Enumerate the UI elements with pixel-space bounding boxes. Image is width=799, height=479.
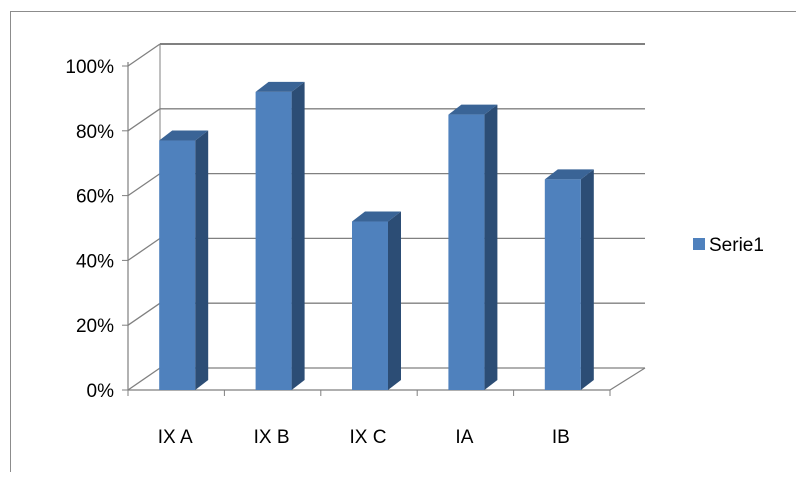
gridline-side <box>127 367 161 391</box>
bar-side <box>484 104 498 390</box>
bar-side <box>388 211 401 390</box>
legend-label: Serie1 <box>709 235 764 256</box>
legend-swatch <box>693 238 705 250</box>
x-tick-label: IX A <box>158 427 193 448</box>
bar <box>352 221 388 390</box>
x-tick-label: IB <box>552 427 570 448</box>
x-tick-label: IA <box>455 427 473 448</box>
gridline-side <box>127 173 161 197</box>
floor-edge <box>609 367 646 391</box>
y-tick-label: 80% <box>76 122 114 143</box>
bar <box>159 140 196 390</box>
bar <box>448 114 485 390</box>
y-tick-label: 20% <box>76 316 114 337</box>
bar-side <box>580 169 594 390</box>
y-tick-label: 0% <box>87 381 115 402</box>
bar-side <box>291 81 305 391</box>
x-tick-labels: IX A IX B IX C IA IB <box>158 427 570 448</box>
bar-side <box>195 130 209 390</box>
bar-top <box>159 130 209 141</box>
x-tick-label: IX B <box>254 427 290 448</box>
bar <box>255 91 292 391</box>
bars <box>159 81 594 391</box>
y-tick-label: 40% <box>76 251 114 272</box>
gridline-side <box>127 108 161 132</box>
y-tick-label: 60% <box>76 187 114 208</box>
bar <box>544 179 581 390</box>
chart-frame <box>10 11 796 472</box>
gridline-side <box>127 237 161 261</box>
gridline-side <box>127 43 161 67</box>
y-tick-labels: 0% 20% 40% 60% 80% 100% <box>65 57 114 402</box>
y-tick-label: 100% <box>65 57 114 78</box>
bar-top <box>544 169 594 180</box>
bar-top <box>448 104 498 115</box>
gridline-side <box>127 302 161 326</box>
bar-top <box>255 81 305 92</box>
legend: Serie1 <box>693 235 764 256</box>
bar-top <box>352 211 401 222</box>
x-tick-label: IX C <box>350 427 387 448</box>
